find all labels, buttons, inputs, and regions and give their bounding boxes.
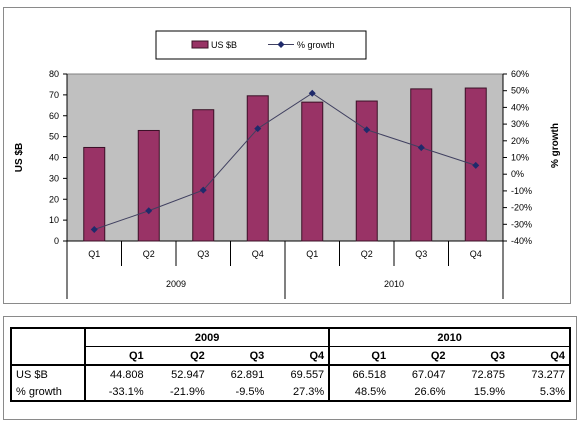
table-cell: 15.9% <box>449 383 510 402</box>
data-table: 2009 2010 Q1 Q2 Q3 Q4 Q1 Q2 Q3 Q4 US $B … <box>10 327 571 402</box>
bar <box>301 101 324 242</box>
year-header-2009: 2009 <box>83 327 331 347</box>
table-cell: 67.047 <box>411 368 446 381</box>
growth-point <box>145 207 153 215</box>
right-tick-label: 20% <box>511 136 529 146</box>
table-cell: 62.891 <box>230 368 265 381</box>
table-row: % growth -33.1% -21.9% -9.5% 27.3% 48.5%… <box>10 383 571 402</box>
year-label: 2010 <box>384 279 404 289</box>
right-tick-label: -20% <box>511 203 532 213</box>
row-label: US $B <box>10 365 85 383</box>
quarter-header: Q4 <box>509 346 571 366</box>
row-label: % growth <box>10 383 85 402</box>
left-tick-label: 10 <box>49 215 59 225</box>
growth-point <box>363 126 371 134</box>
category-label: Q4 <box>470 249 482 259</box>
left-tick-label: 60 <box>49 111 59 121</box>
table-cell: 48.5% <box>329 383 391 402</box>
table-quarter-row: Q1 Q2 Q3 Q4 Q1 Q2 Q3 Q4 <box>10 346 571 366</box>
growth-point <box>417 144 425 152</box>
growth-point <box>254 125 262 133</box>
category-label: Q2 <box>143 249 155 259</box>
category-label: Q3 <box>197 249 209 259</box>
quarter-header: Q1 <box>329 346 391 366</box>
right-tick-label: -40% <box>511 236 532 246</box>
legend-line-marker <box>277 41 285 48</box>
growth-point <box>90 225 98 233</box>
right-tick-label: 50% <box>511 86 529 96</box>
left-tick-label: 40 <box>49 153 59 163</box>
left-axis-title: US $B <box>14 143 25 172</box>
legend-bar-label: US $B <box>211 40 237 50</box>
bar <box>355 100 378 242</box>
left-tick-label: 0 <box>54 236 59 246</box>
table-cell: 26.6% <box>390 383 450 402</box>
right-tick-label: -10% <box>511 186 532 196</box>
right-axis-title: % growth <box>550 123 561 168</box>
table-cell: 72.875 <box>471 368 506 381</box>
category-label: Q1 <box>88 249 100 259</box>
category-label: Q1 <box>306 249 318 259</box>
quarter-header: Q4 <box>268 346 331 366</box>
table-cell: 66.518 <box>352 368 387 381</box>
table-cell: -9.5% <box>208 383 269 402</box>
left-tick-label: 80 <box>49 69 59 79</box>
legend-box <box>155 30 367 60</box>
table-cell: 44.808 <box>84 365 148 383</box>
quarter-header: Q1 <box>84 346 148 366</box>
quarter-header: Q3 <box>449 346 510 366</box>
right-tick-label: 40% <box>511 102 529 112</box>
chart-panel: 0 10 20 30 40 50 60 70 80 -40% -30% -20% -10% 0% 10% 20… <box>3 7 571 304</box>
category-label: Q3 <box>415 249 427 259</box>
quarter-header: Q3 <box>208 346 269 366</box>
growth-point <box>308 89 316 97</box>
bar <box>246 95 269 242</box>
right-tick-label: -30% <box>511 219 532 229</box>
category-label: Q2 <box>361 249 373 259</box>
right-tick-label: 30% <box>511 119 529 129</box>
left-tick-label: 50 <box>49 132 59 142</box>
right-tick-label: 60% <box>511 69 529 79</box>
table-cell: -33.1% <box>84 383 148 402</box>
growth-point <box>199 186 207 194</box>
growth-line <box>94 92 476 230</box>
table-cell: 73.277 <box>509 365 571 383</box>
bar <box>192 109 215 242</box>
bar <box>137 129 160 242</box>
quarter-header: Q2 <box>390 346 450 366</box>
legend-bar-swatch <box>191 40 209 49</box>
quarter-header: Q2 <box>147 346 209 366</box>
table-cell: -21.9% <box>147 383 209 402</box>
right-tick-label: 0% <box>511 169 524 179</box>
table-year-row: 2009 2010 <box>10 327 571 347</box>
right-tick-label: 10% <box>511 153 529 163</box>
combo-chart: 0 10 20 30 40 50 60 70 80 -40% -30% -20% -10% 0% 10% 20… <box>14 30 561 299</box>
table-row: US $B 44.808 52.947 62.891 69.557 66.518… <box>10 365 571 383</box>
year-header-2010: 2010 <box>329 327 571 347</box>
table-cell: 69.557 <box>268 365 331 383</box>
bar <box>410 88 433 242</box>
bar <box>83 146 106 242</box>
data-table-panel: 2009 2010 Q1 Q2 Q3 Q4 Q1 Q2 Q3 Q4 US $B … <box>3 316 577 420</box>
table-cell: 5.3% <box>509 383 571 402</box>
category-label: Q4 <box>252 249 264 259</box>
legend-line-label: % growth <box>297 40 335 50</box>
table-cell: 27.3% <box>268 383 331 402</box>
left-tick-label: 30 <box>49 173 59 183</box>
left-tick-label: 20 <box>49 194 59 204</box>
table-cell: 52.947 <box>171 368 205 381</box>
year-label: 2009 <box>166 279 186 289</box>
left-tick-label: 70 <box>49 90 59 100</box>
growth-point <box>472 161 480 169</box>
